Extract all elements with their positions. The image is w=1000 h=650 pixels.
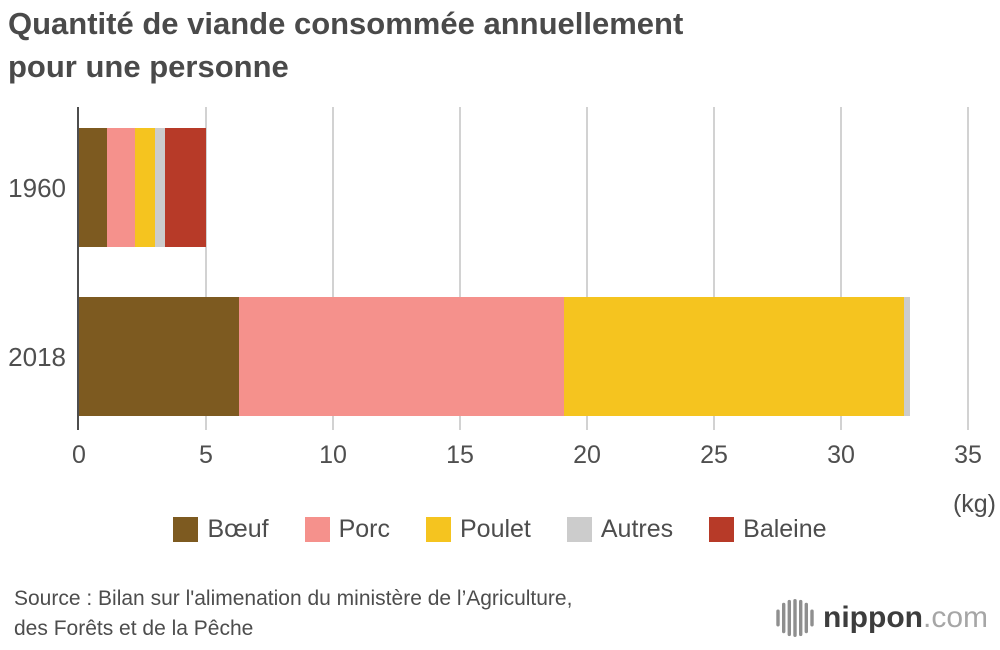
gridline-25 [713,107,715,430]
gridline-5 [205,107,207,430]
source-note: Source : Bilan sur l'alimenation du mini… [14,584,572,644]
bar-segment-1960-Baleine [165,128,206,247]
legend-item-Bœuf: Bœuf [173,515,269,544]
bar-2018 [79,297,910,416]
source-line2: des Forêts et de la Pêche [14,616,254,640]
legend-item-Baleine: Baleine [709,515,827,544]
legend-label-Baleine: Baleine [743,515,827,543]
x-tick-label-15: 15 [446,441,474,469]
y-axis-line [77,107,79,430]
x-tick-label-25: 25 [700,441,728,469]
bar-1960 [79,128,206,247]
legend-label-Bœuf: Bœuf [207,515,269,543]
x-tick-label-30: 30 [827,441,855,469]
x-tick-label-35: 35 [954,441,982,469]
nippon-logo: nippon.com [775,598,988,638]
bar-segment-1960-Porc [106,128,135,247]
x-tick-label-5: 5 [199,441,213,469]
legend-item-Porc: Porc [304,515,390,544]
nippon-logo-text: nippon.com [823,598,988,638]
logo-tld: .com [922,601,988,634]
legend: Bœuf Porc Poulet Autres Baleine [0,515,1000,544]
legend-swatch-Porc [304,517,330,542]
bar-segment-2018-Bœuf [79,297,240,416]
legend-swatch-Autres [566,517,592,542]
y-axis-label-2018: 2018 [8,341,66,372]
bar-segment-2018-Poulet [564,297,905,416]
chart-title-line2: pour une personne [8,49,289,85]
bar-segment-1960-Poulet [134,128,156,247]
y-axis-label-1960: 1960 [8,172,66,203]
axis-unit-label: (kg) [952,490,996,518]
plot-area [77,107,969,430]
legend-swatch-Bœuf [173,517,199,542]
gridline-35 [967,107,969,430]
x-tick-label-20: 20 [573,441,601,469]
legend-label-Autres: Autres [600,515,674,543]
bar-segment-2018-Porc [239,297,565,416]
bar-segment-1960-Bœuf [79,128,107,247]
legend-label-Porc: Porc [338,515,390,543]
gridline-20 [586,107,588,430]
legend-swatch-Baleine [709,517,735,542]
bar-segment-2018-Autres [904,297,910,416]
source-line1: Source : Bilan sur l'alimenation du mini… [14,587,573,610]
gridline-15 [459,107,461,430]
chart-title: Quantité de viande consommée annuellemen… [8,2,683,89]
gridline-10 [332,107,334,430]
x-tick-label-0: 0 [72,441,86,469]
nippon-sun-icon [776,599,814,637]
legend-swatch-Poulet [425,517,451,542]
legend-label-Poulet: Poulet [459,515,531,543]
logo-name: nippon [823,601,923,634]
x-tick-label-10: 10 [319,441,347,469]
legend-item-Autres: Autres [566,515,674,544]
bar-segment-1960-Autres [155,128,166,247]
legend-item-Poulet: Poulet [425,515,531,544]
chart-title-line1: Quantité de viande consommée annuellemen… [8,6,684,41]
gridline-30 [840,107,842,430]
